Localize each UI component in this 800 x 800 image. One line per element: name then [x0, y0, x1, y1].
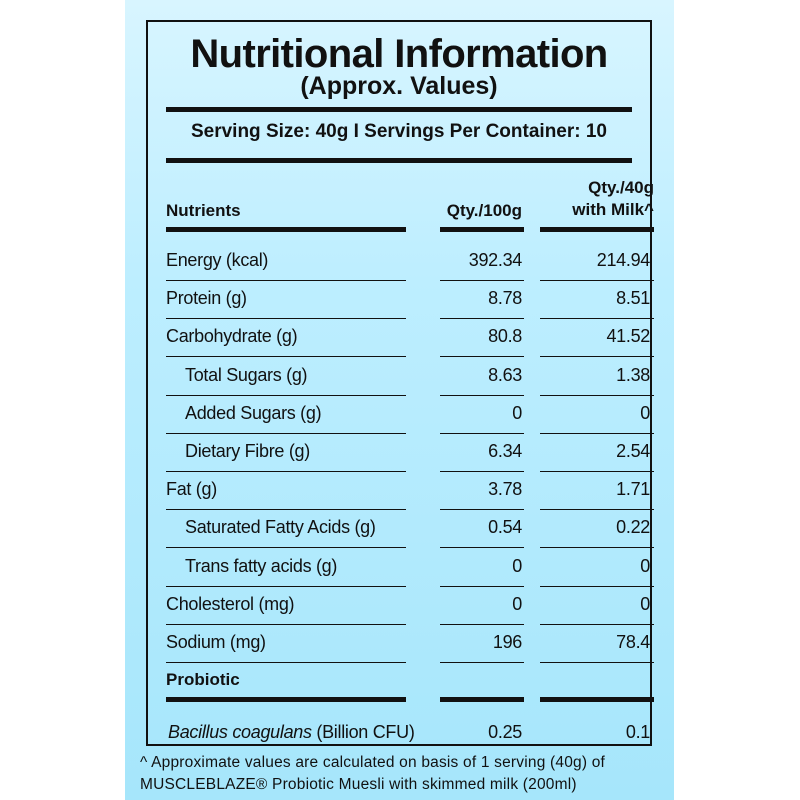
row-separator [166, 662, 406, 663]
header-rule [540, 227, 654, 232]
row-separator [540, 356, 654, 358]
row-separator [440, 623, 524, 625]
nutrient-name: Saturated Fatty Acids (g) [185, 517, 376, 538]
row-separator [540, 623, 654, 625]
row-separator [166, 547, 406, 549]
value-per-40g: 0 [640, 555, 650, 576]
footnote: ^ Approximate values are calculated on b… [140, 752, 700, 796]
thick-divider [166, 158, 632, 163]
value-per-40g: 1.38 [616, 364, 650, 385]
value-per-40g: 2.54 [616, 441, 650, 461]
probiotic-per-100g: 0.25 [488, 722, 522, 742]
header-rule [440, 227, 524, 232]
value-per-100g: 8.78 [488, 288, 522, 309]
value-per-40g: 0 [640, 402, 650, 423]
nutrient-name: Protein (g) [166, 288, 247, 309]
row-separator [166, 318, 406, 320]
probiotic-species: Bacillus coagulans [168, 722, 312, 742]
probiotic-name: Bacillus coagulans (Billion CFU) [168, 721, 415, 743]
page-title: Nutritional Information [190, 32, 608, 76]
header-per-100g: Qty./100g [446, 201, 522, 220]
nutrient-name: Fat (g) [166, 479, 217, 500]
row-separator [166, 356, 406, 358]
row-separator [540, 471, 654, 472]
value-per-100g: 0 [512, 555, 522, 576]
row-separator [540, 280, 654, 281]
row-separator [440, 585, 524, 587]
label-background: Nutritional Information (Approx. Values)… [125, 0, 674, 800]
row-separator [440, 547, 524, 549]
value-per-100g: 6.34 [488, 441, 522, 461]
page-subtitle: (Approx. Values) [300, 72, 498, 100]
value-per-40g: 78.4 [616, 632, 650, 652]
row-separator [540, 509, 654, 511]
footnote-line-2: MUSCLEBLAZE® Probiotic Muesli with skimm… [140, 776, 577, 793]
header-nutrients: Nutrients [166, 201, 241, 220]
row-separator [166, 432, 406, 434]
row-separator [166, 585, 406, 587]
row-separator [166, 280, 406, 281]
row-separator [540, 394, 654, 396]
row-separator [440, 318, 524, 320]
row-separator [440, 394, 524, 396]
row-separator [440, 280, 524, 281]
value-per-100g: 8.63 [488, 364, 522, 385]
value-per-100g: 3.78 [488, 479, 522, 500]
value-per-40g: 8.51 [616, 288, 650, 309]
probiotic-rule [440, 697, 524, 702]
nutrient-name: Dietary Fibre (g) [185, 441, 310, 461]
value-per-100g: 196 [492, 632, 522, 652]
value-per-100g: 80.8 [488, 326, 522, 347]
nutrient-name: Sodium (mg) [166, 632, 266, 652]
row-separator [540, 662, 654, 663]
nutrient-name: Added Sugars (g) [185, 402, 322, 423]
row-separator [540, 547, 654, 549]
row-separator [440, 471, 524, 472]
probiotic-rule [540, 697, 654, 702]
thick-divider [166, 107, 632, 112]
row-separator [166, 623, 406, 625]
value-per-40g: 1.71 [616, 479, 650, 500]
nutrient-name: Cholesterol (mg) [166, 593, 295, 614]
value-per-40g: 41.52 [606, 326, 650, 347]
header-rule [166, 227, 406, 232]
nutrient-name: Carbohydrate (g) [166, 326, 298, 347]
header-per-40g: Qty./40g [588, 178, 654, 197]
probiotic-per-40g: 0.1 [625, 722, 650, 742]
probiotic-rule [166, 697, 406, 702]
probiotic-unit: (Billion CFU) [311, 722, 415, 742]
nutrient-name: Energy (kcal) [166, 250, 269, 270]
row-separator [166, 509, 406, 511]
header-per-40g-sub: with Milk^ [572, 200, 654, 219]
row-separator [166, 394, 406, 396]
row-separator [440, 662, 524, 663]
row-separator [440, 356, 524, 358]
row-separator [540, 585, 654, 587]
row-separator [166, 471, 406, 472]
value-per-100g: 392.34 [468, 250, 523, 270]
value-per-100g: 0.54 [488, 517, 522, 538]
row-separator [540, 318, 654, 320]
value-per-100g: 0 [512, 593, 522, 614]
nutrient-name: Total Sugars (g) [185, 364, 308, 385]
row-separator [440, 509, 524, 511]
row-separator [440, 432, 524, 434]
footnote-line-1: ^ Approximate values are calculated on b… [140, 754, 606, 771]
probiotic-heading: Probiotic [166, 670, 240, 689]
nutrient-name: Trans fatty acids (g) [185, 555, 338, 576]
row-separator [540, 432, 654, 434]
serving-info: Serving Size: 40g I Servings Per Contain… [190, 121, 608, 142]
nutrition-table: Nutritional Information (Approx. Values)… [146, 20, 654, 746]
value-per-40g: 214.94 [596, 250, 651, 270]
value-per-100g: 0 [512, 402, 522, 423]
value-per-40g: 0 [640, 593, 650, 614]
value-per-40g: 0.22 [616, 517, 650, 538]
